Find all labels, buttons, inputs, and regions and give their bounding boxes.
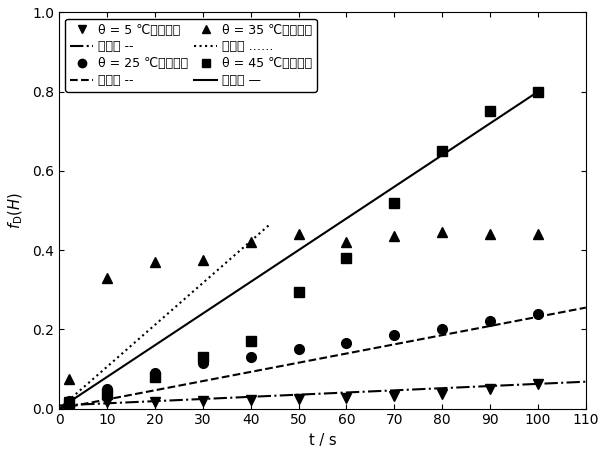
Legend: θ = 5 ℃时实验值, 拟合值 --, θ = 25 ℃时实验值, 拟合值 --, θ = 35 ℃时实验值, 拟合值 ……, θ = 45 ℃时实验值, 拟: θ = 5 ℃时实验值, 拟合值 --, θ = 25 ℃时实验值, 拟合值 -… [65, 19, 317, 92]
X-axis label: t / s: t / s [308, 433, 336, 448]
Y-axis label: $f_{\mathrm{D}}(H)$: $f_{\mathrm{D}}(H)$ [7, 192, 25, 229]
